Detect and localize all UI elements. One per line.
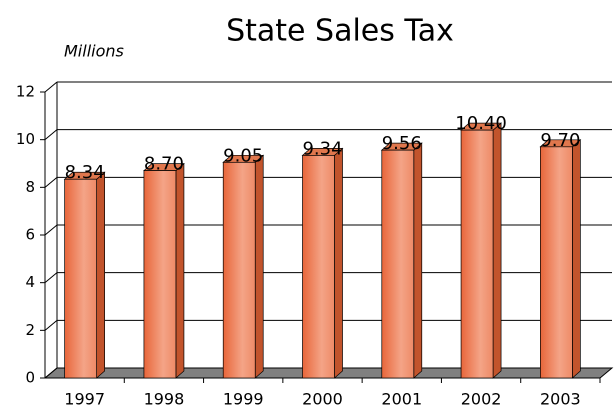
- value-label: 10.40: [455, 113, 507, 134]
- bar: [143, 170, 177, 379]
- bar-side: [96, 171, 105, 379]
- bar: [540, 146, 573, 379]
- grid-line: [44, 319, 58, 331]
- y-tick-label: 12: [16, 83, 35, 101]
- bar-side: [572, 139, 581, 379]
- bar: [222, 161, 256, 379]
- bar-side: [254, 154, 264, 379]
- grid-line: [44, 367, 58, 379]
- y-tick-label: 4: [25, 273, 35, 291]
- bar: [64, 178, 97, 379]
- value-label: 9.05: [223, 145, 263, 166]
- value-label: 8.34: [65, 162, 105, 183]
- value-label: 9.56: [382, 133, 422, 154]
- x-tick-label: 1997: [64, 390, 105, 409]
- bar: [460, 129, 494, 379]
- grid-line: [44, 224, 58, 236]
- x-tick-label: 1999: [223, 390, 264, 409]
- x-tick-label: 2001: [381, 390, 422, 409]
- y-tick-label: 6: [25, 226, 35, 244]
- x-tick-label: 1998: [144, 390, 185, 409]
- x-tick-label: 2002: [461, 390, 502, 409]
- x-tick-label: 2000: [302, 390, 343, 409]
- grid-line: [44, 272, 58, 284]
- bar: [302, 155, 335, 379]
- y-axis-label: Millions: [64, 42, 124, 61]
- chart-title: State Sales Tax: [226, 14, 454, 49]
- bar-side: [334, 147, 343, 379]
- grid-line: [44, 81, 58, 93]
- grid-line: [44, 176, 58, 188]
- y-tick-label: 0: [25, 369, 35, 387]
- x-tick-label: 2003: [540, 390, 581, 409]
- value-label: 9.70: [540, 130, 580, 151]
- y-tick-label: 10: [16, 130, 35, 148]
- bar: [381, 149, 415, 379]
- y-tick-label: 8: [25, 178, 35, 196]
- bar-side: [175, 162, 185, 379]
- value-label: 8.70: [144, 154, 184, 175]
- bar-side: [413, 142, 423, 379]
- y-tick-label: 2: [25, 321, 35, 339]
- bar-side: [492, 122, 502, 379]
- grid-line: [44, 129, 58, 141]
- value-label: 9.34: [302, 138, 342, 159]
